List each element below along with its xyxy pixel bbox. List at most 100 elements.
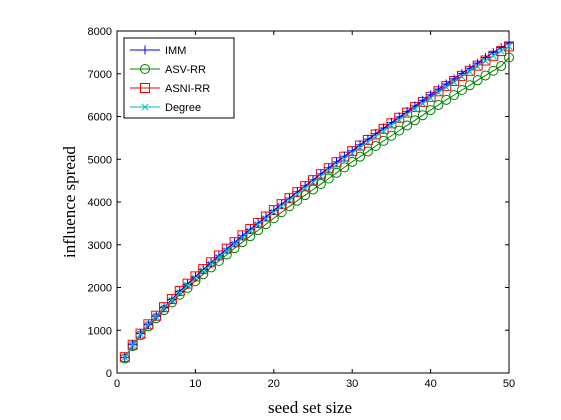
data-point — [136, 330, 145, 338]
data-point — [427, 94, 435, 102]
data-point — [191, 274, 199, 282]
y-tick-label: 8000 — [88, 26, 112, 38]
data-point — [262, 215, 270, 223]
legend-marker — [140, 83, 150, 93]
data-point — [417, 110, 428, 121]
data-point — [419, 100, 427, 108]
data-point — [129, 341, 137, 349]
legend-label: IMM — [165, 45, 186, 57]
data-point — [458, 73, 466, 81]
data-point — [237, 231, 247, 241]
data-point — [355, 151, 366, 162]
x-tick-label: 20 — [268, 378, 280, 390]
data-point — [425, 105, 436, 116]
data-point — [386, 130, 397, 141]
data-point — [254, 221, 262, 229]
data-point — [489, 52, 497, 60]
x-tick-label: 40 — [424, 378, 436, 390]
data-point — [395, 116, 403, 124]
x-tick-label: 10 — [189, 378, 201, 390]
data-point — [245, 224, 255, 234]
data-point — [402, 120, 413, 131]
data-point — [238, 233, 246, 242]
data-point — [332, 161, 341, 169]
data-point — [434, 89, 442, 97]
data-point — [481, 57, 490, 65]
legend-label: ASNI-RR — [165, 83, 210, 95]
data-point — [230, 238, 240, 248]
data-point — [261, 212, 271, 222]
data-point — [339, 162, 350, 173]
legend-entry: ASNI-RR — [130, 83, 210, 95]
data-point — [222, 244, 232, 254]
data-point — [340, 155, 348, 163]
data-point — [441, 94, 452, 105]
data-point — [167, 294, 177, 304]
data-point — [411, 105, 419, 113]
data-point — [293, 190, 301, 198]
y-tick-label: 7000 — [88, 69, 112, 81]
data-point — [152, 313, 160, 321]
series-degree — [121, 42, 513, 362]
data-point — [246, 227, 254, 235]
data-point — [348, 149, 356, 157]
data-point — [497, 47, 505, 55]
data-point — [183, 279, 193, 289]
data-point — [285, 196, 294, 204]
data-point — [223, 247, 231, 255]
data-point — [449, 90, 460, 101]
x-tick-label: 50 — [503, 378, 515, 390]
data-point — [456, 84, 467, 95]
data-point — [325, 166, 333, 174]
data-point — [184, 281, 192, 289]
x-tick-label: 0 — [114, 378, 120, 390]
data-point — [317, 172, 325, 180]
data-point — [472, 75, 483, 86]
data-point — [199, 267, 207, 275]
legend-label: Degree — [165, 102, 201, 114]
legend-entry: IMM — [130, 45, 186, 57]
y-tick-label: 6000 — [88, 112, 112, 124]
legend-marker — [140, 64, 150, 74]
data-point — [144, 321, 152, 329]
data-point — [278, 202, 286, 210]
y-tick-label: 4000 — [88, 197, 112, 209]
legend-entry: ASV-RR — [130, 64, 206, 76]
legend-label: ASV-RR — [165, 64, 206, 76]
data-point — [394, 125, 405, 136]
y-tick-label: 5000 — [88, 154, 112, 166]
data-point — [504, 52, 514, 63]
legend: IMM ASV-RR ASNI-RR Degree — [123, 37, 235, 119]
data-point — [231, 240, 239, 248]
data-point — [370, 140, 381, 151]
data-point — [309, 178, 317, 186]
data-point — [364, 138, 372, 146]
data-point — [206, 258, 216, 268]
data-point — [198, 265, 208, 275]
legend-marker — [141, 103, 149, 111]
data-point — [403, 110, 411, 118]
data-point — [488, 65, 499, 76]
data-point — [442, 83, 450, 91]
data-point — [356, 144, 364, 152]
data-point — [450, 78, 458, 86]
data-point — [270, 208, 278, 216]
y-tick-label: 2000 — [88, 283, 112, 295]
series-line — [124, 42, 510, 358]
data-point — [315, 179, 326, 190]
legend-marker — [140, 45, 150, 55]
data-point — [409, 115, 420, 126]
data-point — [207, 260, 215, 268]
data-point — [464, 80, 475, 91]
data-point — [215, 253, 223, 261]
data-point — [301, 184, 309, 192]
data-point — [378, 135, 389, 146]
data-point — [505, 42, 513, 50]
data-point — [160, 304, 168, 312]
y-tick-label: 0 — [106, 368, 112, 380]
data-point — [362, 146, 373, 157]
y-tick-label: 1000 — [88, 325, 112, 337]
data-point — [168, 296, 176, 304]
x-axis-title: seed set size — [268, 398, 352, 417]
